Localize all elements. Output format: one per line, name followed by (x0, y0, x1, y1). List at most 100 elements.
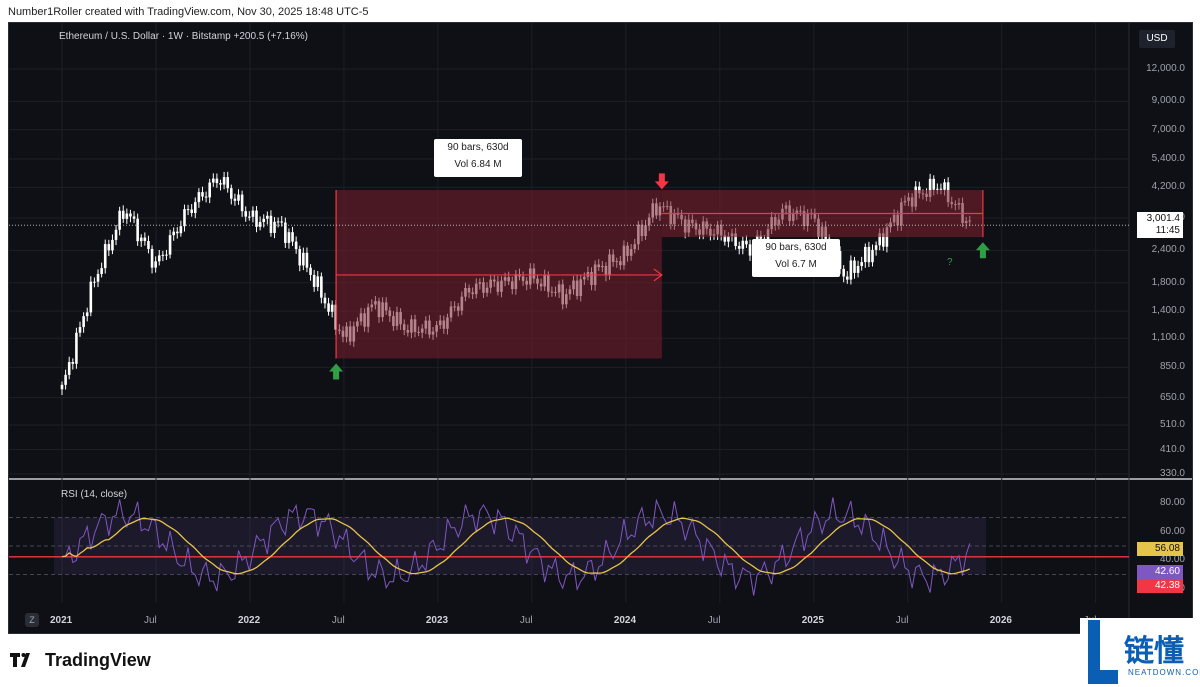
candle-body (193, 202, 197, 213)
candle-body (89, 281, 93, 313)
candle-body (845, 276, 849, 280)
candle-body (298, 249, 302, 266)
price-label: 1,800.0 (1151, 276, 1185, 288)
symbol-info: Ethereum / U.S. Dollar · 1W · Bitstamp +… (59, 31, 308, 42)
rsi-label: RSI (14, close) (61, 489, 128, 500)
candle-body (215, 178, 219, 184)
watermark-cn: 链懂 (1124, 634, 1184, 669)
candle-body (860, 262, 863, 267)
candle-body (251, 210, 255, 217)
rsi-axis-label: 60.00 (1159, 525, 1185, 537)
time-label: Jul (895, 615, 909, 626)
candle-body (64, 374, 67, 385)
candle-body (244, 211, 248, 217)
candle-body (939, 188, 943, 190)
rsi-axis-label: 40.00 (1159, 554, 1185, 566)
price-chart[interactable] (9, 23, 1192, 633)
brand-name: TradingView (45, 650, 151, 670)
price-label: 850.0 (1159, 361, 1185, 373)
chart-frame[interactable]: Ethereum / U.S. Dollar · 1W · Bitstamp +… (8, 22, 1193, 634)
candle-body (269, 215, 273, 233)
candle-body (75, 332, 78, 364)
candle-body (71, 362, 75, 364)
candle-body (179, 226, 183, 234)
zoom-button[interactable]: Z (25, 613, 39, 627)
candle-body (878, 233, 882, 246)
candle-body (316, 276, 320, 287)
candle-body (943, 182, 946, 190)
candle-body (237, 194, 240, 201)
candle-body (258, 221, 262, 227)
candle-body (161, 254, 165, 256)
candle-body (175, 231, 179, 234)
candle-body (186, 209, 190, 211)
candle-body (67, 362, 71, 375)
time-label: Jul (519, 615, 533, 626)
candle-body (60, 384, 64, 390)
sell-arrow-2024 (654, 173, 669, 190)
time-label: 2025 (801, 615, 824, 626)
candle-body (240, 194, 244, 212)
candle-body (291, 232, 294, 242)
range-zone-1 (336, 190, 662, 359)
candle-body (330, 304, 334, 312)
rsi-ma-line (61, 517, 971, 575)
watermark-logo-icon (1088, 620, 1118, 684)
candle-body (197, 192, 201, 203)
candle-body (838, 251, 842, 269)
time-label: Jul (331, 615, 345, 626)
candle-body (748, 244, 752, 256)
watermark-en: NEATDOWN.COM (1128, 668, 1200, 677)
candle-body (118, 210, 121, 230)
candle-body (853, 260, 856, 273)
candle-body (129, 213, 132, 217)
currency-button[interactable]: USD (1139, 30, 1175, 48)
time-label: 2022 (237, 615, 261, 626)
rsi-value-tag: 42.60 (1137, 565, 1183, 579)
candle-body (190, 209, 193, 213)
last-price-tag: 3,001.4 (1137, 212, 1183, 226)
tradingview-icon (10, 653, 30, 667)
candle-body (302, 252, 305, 266)
time-label: Jul (143, 615, 157, 626)
candle-body (139, 237, 143, 242)
price-label: 9,000.0 (1151, 95, 1185, 107)
range-callout-1: 90 bars, 630d Vol 6.84 M (434, 139, 522, 177)
candle-body (132, 216, 136, 219)
candle-body (918, 186, 921, 194)
candle-body (103, 244, 107, 269)
buy-arrow-2022 (329, 363, 344, 380)
candle-body (936, 188, 939, 190)
candle-body (183, 209, 186, 227)
price-label: 5,400.0 (1151, 152, 1185, 164)
candle-body (759, 235, 763, 239)
candle-body (219, 183, 222, 185)
candle-body (741, 240, 745, 249)
candle-body (136, 218, 139, 242)
candle-body (226, 177, 230, 189)
time-label: Jul (707, 615, 721, 626)
candle-body (323, 297, 327, 304)
candle-body (208, 182, 211, 198)
candle-body (147, 241, 150, 249)
candle-body (284, 222, 287, 243)
callout-2-bars: 90 bars, 630d (765, 242, 827, 253)
rsi-line (61, 497, 971, 596)
price-label: 7,000.0 (1151, 123, 1185, 135)
candle-body (280, 221, 284, 223)
candle-body (121, 210, 125, 219)
candle-body (107, 244, 111, 251)
candle-body (734, 233, 737, 247)
candle-body (154, 261, 157, 268)
candle-body (168, 235, 172, 255)
price-label: 12,000.0 (1146, 63, 1185, 74)
candle-body (932, 178, 936, 190)
candle-body (96, 273, 100, 282)
candle-body (204, 196, 208, 198)
candle-body (100, 268, 103, 274)
candle-body (882, 233, 885, 247)
candle-body (856, 266, 860, 273)
candle-body (842, 268, 845, 277)
attribution-text: Number1Roller created with TradingView.c… (8, 6, 369, 18)
zone-1-arrow (653, 268, 663, 282)
